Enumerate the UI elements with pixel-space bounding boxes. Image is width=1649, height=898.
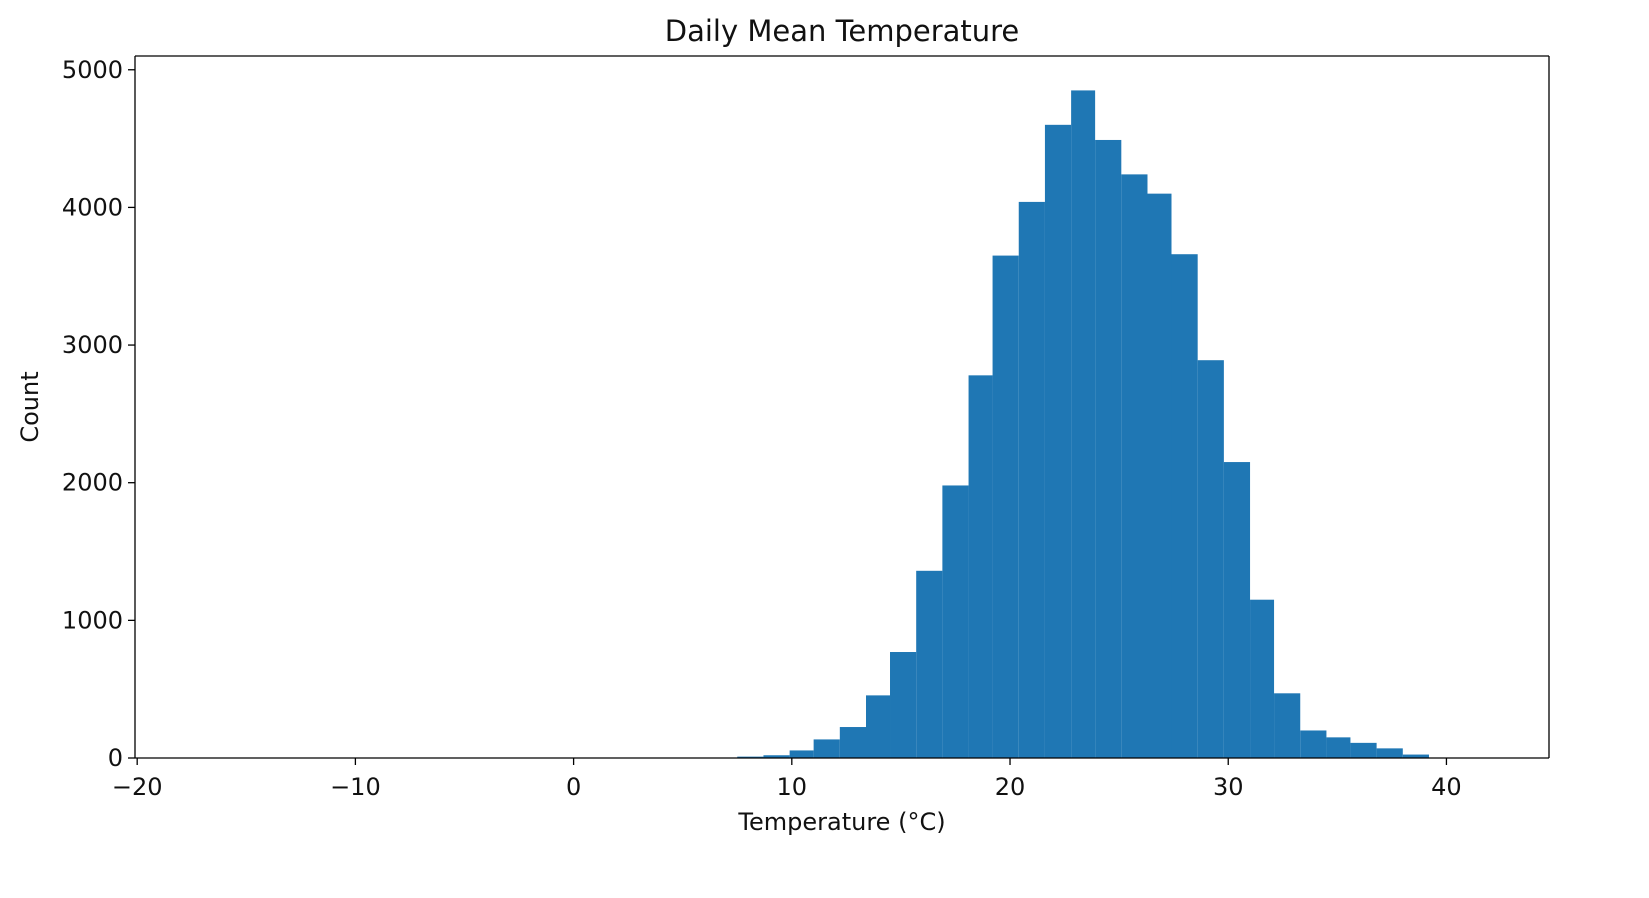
histogram-bar-16	[1147, 193, 1172, 758]
x-tick-label-6: 40	[1431, 773, 1462, 801]
histogram-bar-23	[1326, 737, 1351, 758]
chart-title: Daily Mean Temperature	[665, 14, 1020, 48]
histogram-bar-12	[1044, 124, 1072, 758]
histogram-bar-17	[1171, 254, 1198, 758]
y-tick-label-4: 4000	[62, 193, 123, 221]
histogram-bar-8	[942, 485, 969, 758]
y-axis-label: Count	[16, 371, 44, 442]
histogram-bar-25	[1376, 748, 1403, 758]
x-axis-label: Temperature (°C)	[737, 808, 945, 836]
histogram-bar-5	[866, 695, 891, 758]
histogram-bar-24	[1350, 742, 1377, 758]
histogram-bar-0	[737, 756, 764, 758]
histogram-bar-13	[1071, 90, 1096, 759]
histogram-bar-15	[1121, 174, 1148, 758]
histogram-bar-21	[1274, 693, 1301, 758]
histogram-bar-2	[789, 750, 814, 758]
histogram-bar-19	[1223, 462, 1251, 758]
histogram-bars	[737, 90, 1429, 759]
x-tick-label-4: 20	[995, 773, 1026, 801]
histogram-bar-3	[813, 739, 840, 758]
histogram-bar-20	[1250, 599, 1275, 758]
histogram-bar-22	[1300, 730, 1327, 758]
y-tick-label-0: 0	[108, 744, 123, 772]
y-tick-label-1: 1000	[62, 606, 123, 634]
histogram-bar-6	[890, 652, 917, 758]
y-tick-label-5: 5000	[62, 56, 123, 84]
y-tick-label-3: 3000	[62, 331, 123, 359]
histogram-bar-4	[839, 727, 867, 758]
x-tick-label-3: 10	[777, 773, 808, 801]
chart-axes	[134, 55, 1550, 759]
histogram-bar-1	[763, 755, 790, 758]
x-tick-label-1: −10	[330, 773, 381, 801]
y-tick-label-2: 2000	[62, 469, 123, 497]
histogram-bar-11	[1018, 201, 1045, 758]
histogram-bar-14	[1095, 139, 1122, 758]
histogram-bar-18	[1197, 360, 1224, 758]
x-tick-label-5: 30	[1213, 773, 1244, 801]
histogram-bar-10	[992, 255, 1019, 758]
y-axis-ticks: 0 1000 2000 3000 4000 5000	[62, 56, 135, 772]
x-axis-ticks: −20 −10 0 10 20 30 40	[112, 758, 1462, 801]
histogram-bar-7	[916, 570, 943, 758]
histogram-bar-9	[968, 375, 993, 758]
histogram-bar-26	[1402, 754, 1429, 758]
x-tick-label-0: −20	[112, 773, 163, 801]
x-tick-label-2: 0	[566, 773, 581, 801]
